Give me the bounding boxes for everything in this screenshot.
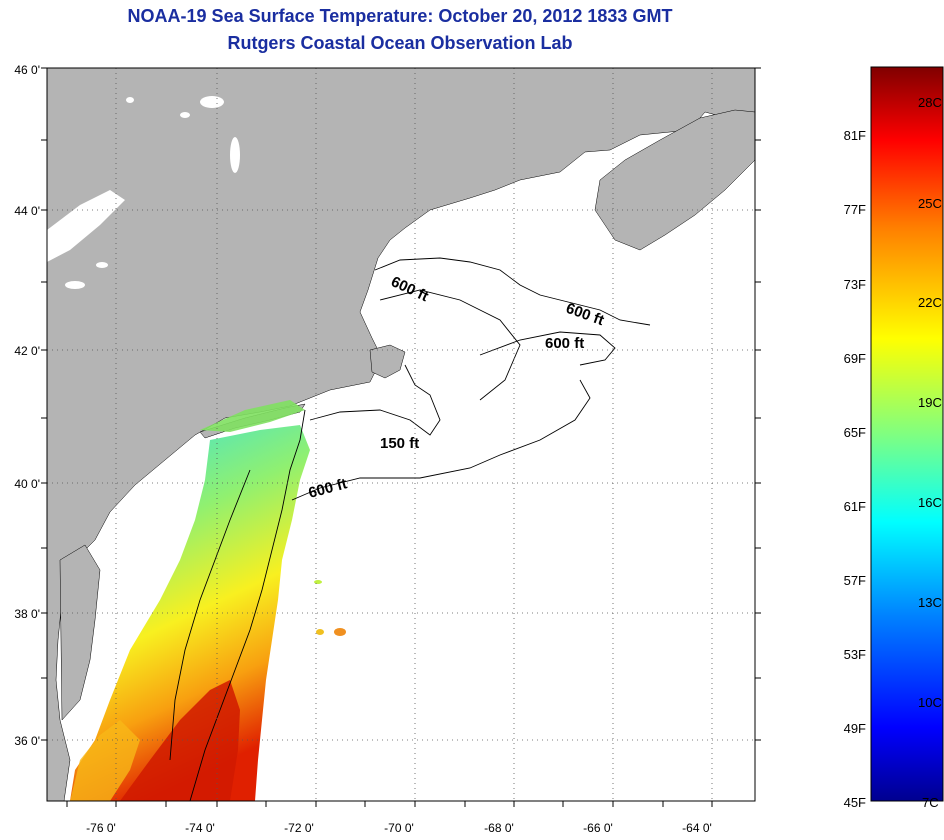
contour-label: 150 ft <box>380 435 419 452</box>
colorbar-label-f: 57F <box>844 573 866 588</box>
lat-label: 38 0' <box>14 607 40 621</box>
colorbar-label-f: 69F <box>844 351 866 366</box>
graticule <box>47 68 755 801</box>
map-subtitle: Rutgers Coastal Ocean Observation Lab <box>227 33 573 53</box>
colorbar-label-c: 28C <box>918 95 942 110</box>
lon-label: -66 0' <box>583 821 613 835</box>
colorbar-label-c: 25C <box>918 196 942 211</box>
lat-label: 44 0' <box>14 204 40 218</box>
contour-600-shelf <box>189 409 306 801</box>
colorbar-label-c: 7C <box>922 795 939 810</box>
colorbar-label-c: 13C <box>918 595 942 610</box>
map-frame <box>46 67 756 802</box>
sst-patch <box>334 628 346 636</box>
sst-hot-core <box>120 680 240 801</box>
colorbar-fahrenheit-labels: 81F 77F 73F 69F 65F 61F 57F 53F 49F 45F <box>844 128 866 810</box>
contour-600-gulf <box>374 257 651 326</box>
lon-label: -76 0' <box>86 821 116 835</box>
colorbar-label-f: 81F <box>844 128 866 143</box>
colorbar-label-c: 10C <box>918 695 942 710</box>
map-title: NOAA-19 Sea Surface Temperature: October… <box>127 6 673 26</box>
colorbar-label-f: 45F <box>844 795 866 810</box>
contour-150 <box>309 364 441 436</box>
colorbar-celsius-labels: 28C 25C 22C 19C 16C 13C 10C 7C <box>918 95 942 810</box>
colorbar-label-f: 65F <box>844 425 866 440</box>
bathymetry-contours <box>169 257 651 801</box>
colorbar-label-f: 77F <box>844 202 866 217</box>
map-area: 600 ft 600 ft 600 ft 150 ft 600 ft <box>47 68 755 801</box>
sst-patch <box>314 580 322 584</box>
colorbar-label-c: 16C <box>918 495 942 510</box>
colorbar-label-f: 61F <box>844 499 866 514</box>
lon-label: -72 0' <box>284 821 314 835</box>
lat-label: 36 0' <box>14 734 40 748</box>
contour-600-south <box>291 379 591 501</box>
colorbar <box>870 66 944 802</box>
contour-gulf-inner <box>379 289 521 401</box>
colorbar-label-f: 49F <box>844 721 866 736</box>
colorbar-label-c: 22C <box>918 295 942 310</box>
inland-patches <box>47 96 240 289</box>
sst-northern-green <box>200 400 305 432</box>
contour-label: 600 ft <box>545 335 584 352</box>
colorbar-label-f: 73F <box>844 277 866 292</box>
sst-coverage <box>70 425 310 801</box>
contour-600-georges <box>479 331 616 366</box>
lat-label: 40 0' <box>14 477 40 491</box>
colorbar-label-c: 19C <box>918 395 942 410</box>
lat-label: 46 0' <box>14 63 40 77</box>
lon-label: -70 0' <box>384 821 414 835</box>
sst-patch <box>316 629 324 635</box>
lon-label: -68 0' <box>484 821 514 835</box>
contour-inner <box>169 469 251 761</box>
axis-ticks <box>41 67 761 807</box>
land-delmarva <box>59 544 101 721</box>
colorbar-label-f: 53F <box>844 647 866 662</box>
lat-label: 42 0' <box>14 344 40 358</box>
land-cape-cod <box>369 344 406 379</box>
lon-label: -64 0' <box>682 821 712 835</box>
lon-label: -74 0' <box>185 821 215 835</box>
land-nova-scotia <box>594 109 755 251</box>
